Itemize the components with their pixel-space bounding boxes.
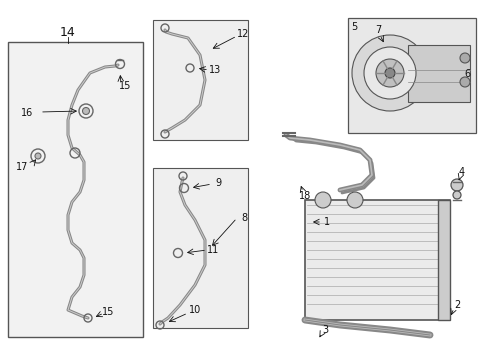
Circle shape — [453, 191, 461, 199]
Bar — [348, 18, 476, 133]
Text: 17: 17 — [16, 162, 28, 172]
Bar — [8, 42, 143, 337]
Text: 13: 13 — [209, 65, 221, 75]
Circle shape — [352, 35, 428, 111]
Circle shape — [460, 53, 470, 63]
Text: 9: 9 — [215, 178, 221, 188]
Text: 4: 4 — [459, 167, 465, 177]
Circle shape — [82, 108, 90, 114]
Circle shape — [364, 47, 416, 99]
Text: 5: 5 — [351, 22, 357, 32]
Text: 6: 6 — [464, 69, 470, 79]
Circle shape — [376, 59, 404, 87]
Text: 8: 8 — [241, 213, 247, 223]
Circle shape — [385, 68, 395, 78]
Bar — [153, 20, 248, 140]
Bar — [305, 200, 450, 320]
Circle shape — [315, 192, 331, 208]
Circle shape — [347, 192, 363, 208]
Text: 1: 1 — [324, 217, 330, 227]
Text: 15: 15 — [102, 307, 114, 317]
Circle shape — [35, 153, 41, 159]
Text: 15: 15 — [119, 81, 131, 91]
Circle shape — [451, 179, 463, 191]
Text: 7: 7 — [375, 25, 381, 35]
Circle shape — [460, 77, 470, 87]
Bar — [153, 168, 248, 328]
Text: 12: 12 — [237, 29, 249, 39]
Bar — [438, 200, 450, 320]
Text: 16: 16 — [21, 108, 33, 118]
Text: 10: 10 — [189, 305, 201, 315]
Text: 2: 2 — [454, 300, 460, 310]
Text: 18: 18 — [299, 191, 311, 201]
Text: 3: 3 — [322, 325, 328, 335]
Text: 14: 14 — [60, 26, 76, 39]
Text: 11: 11 — [207, 245, 219, 255]
Bar — [408, 45, 470, 102]
